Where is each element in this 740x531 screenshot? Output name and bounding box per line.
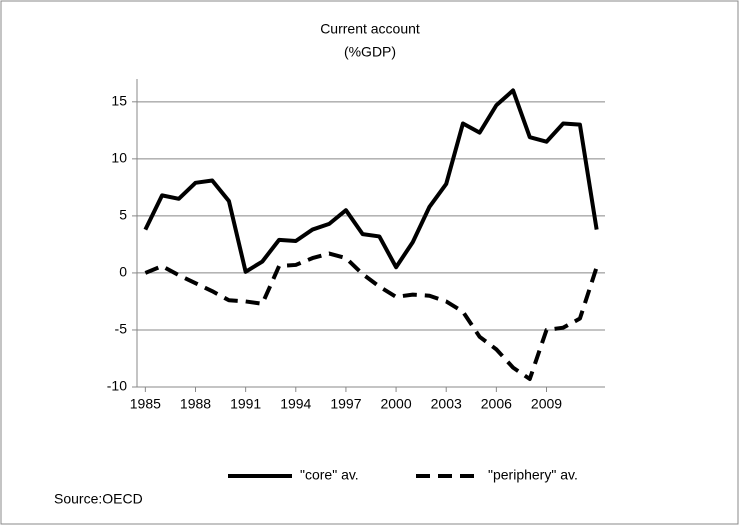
chart-title: Current account (320, 21, 420, 37)
legend-label: "periphery" av. (488, 467, 578, 483)
series-line (144, 251, 599, 382)
y-tick-label: 10 (111, 150, 127, 166)
x-tick-label: 2006 (481, 396, 512, 412)
source-note: Source:OECD (54, 491, 143, 507)
y-tick-label: -10 (107, 378, 127, 394)
x-tick-label: 1997 (330, 396, 361, 412)
chart-subtitle: (%GDP) (344, 44, 396, 60)
x-tick-label: 2009 (531, 396, 562, 412)
x-tick-label: 2003 (431, 396, 462, 412)
y-tick-label: 5 (119, 207, 127, 223)
y-tick-label: -5 (115, 321, 128, 337)
y-tick-label: 0 (119, 264, 127, 280)
x-tick-label: 1988 (180, 396, 211, 412)
x-tick-label: 1985 (130, 396, 161, 412)
x-tick-label: 1991 (230, 396, 261, 412)
x-tick-label: 2000 (380, 396, 411, 412)
y-tick-label: 15 (111, 93, 127, 109)
series-line (143, 88, 599, 274)
legend-label: "core" av. (300, 467, 359, 483)
x-tick-label: 1994 (280, 396, 311, 412)
